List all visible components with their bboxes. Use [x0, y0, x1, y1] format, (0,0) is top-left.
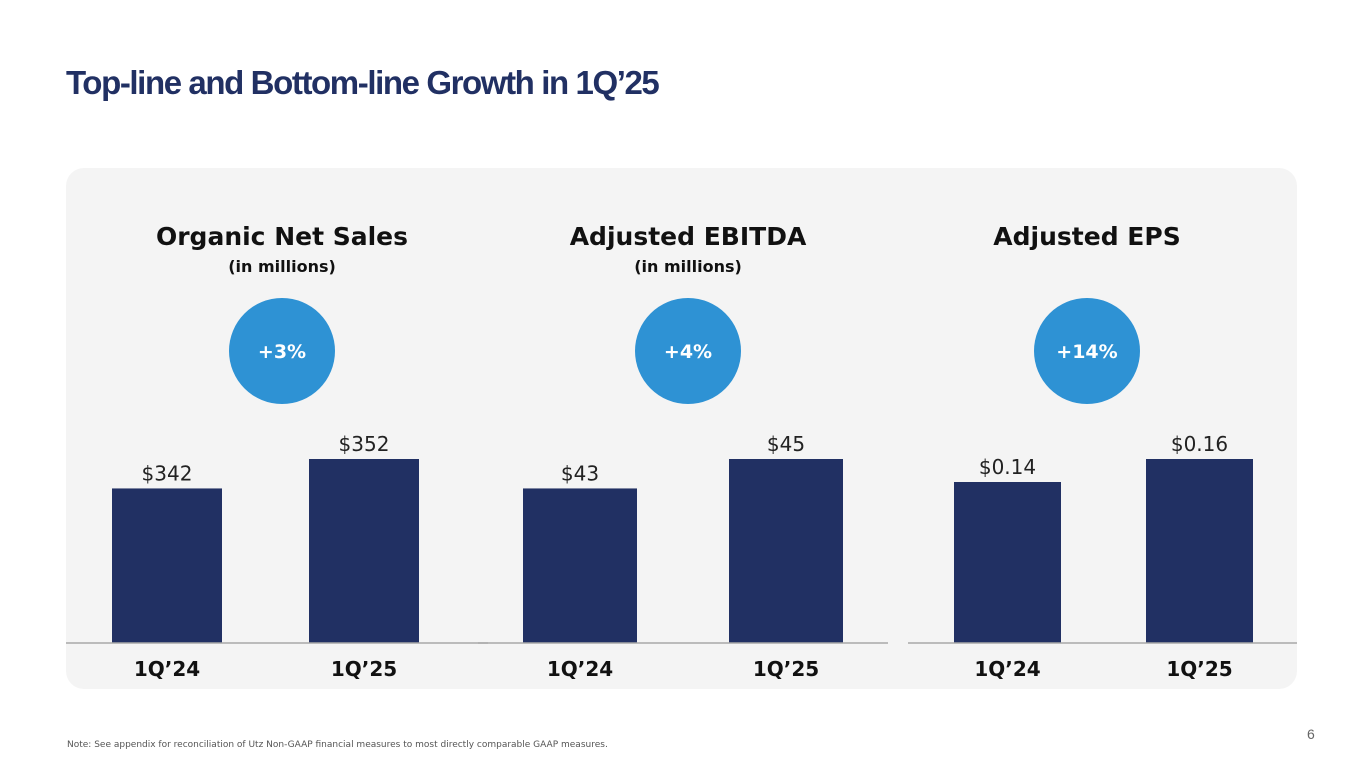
- growth-badge-label: +14%: [1056, 341, 1117, 363]
- data-label: $352: [339, 432, 390, 456]
- data-label: $342: [142, 461, 193, 485]
- bar: [954, 482, 1061, 643]
- x-tick-label: 1Q’25: [753, 657, 819, 681]
- charts-panel: Organic Net Sales (in millions) +3% $342 1Q’…: [66, 168, 1297, 689]
- growth-badge: [635, 298, 741, 404]
- data-label: $43: [561, 461, 599, 485]
- chart-subtitle: (in millions): [228, 257, 336, 276]
- x-tick-label: 1Q’24: [547, 657, 613, 681]
- page-number: 6: [1307, 726, 1315, 742]
- x-tick-label: 1Q’24: [134, 657, 200, 681]
- growth-badge: [229, 298, 335, 404]
- bar: [309, 459, 419, 643]
- bar: [523, 488, 637, 643]
- bar: [729, 459, 843, 643]
- x-tick-label: 1Q’25: [1166, 657, 1232, 681]
- x-tick-label: 1Q’25: [331, 657, 397, 681]
- chart-title: Adjusted EBITDA: [570, 222, 807, 251]
- growth-badge-label: +4%: [664, 341, 712, 363]
- chart-subtitle: (in millions): [634, 257, 742, 276]
- chart-title: Adjusted EPS: [993, 222, 1180, 251]
- chart-title: Organic Net Sales: [156, 222, 408, 251]
- bar: [1146, 459, 1253, 643]
- growth-badge-label: +3%: [258, 341, 306, 363]
- data-label: $0.14: [979, 455, 1036, 479]
- footnote: Note: See appendix for reconciliation of…: [67, 740, 608, 750]
- x-tick-label: 1Q’24: [974, 657, 1040, 681]
- data-label: $0.16: [1171, 432, 1228, 456]
- growth-badge: [1034, 298, 1140, 404]
- bar: [112, 488, 222, 643]
- page-title: Top-line and Bottom-line Growth in 1Q’25: [66, 64, 660, 101]
- data-label: $45: [767, 432, 805, 456]
- charts-svg: Organic Net Sales (in millions) +3% $342 1Q’…: [66, 222, 1297, 681]
